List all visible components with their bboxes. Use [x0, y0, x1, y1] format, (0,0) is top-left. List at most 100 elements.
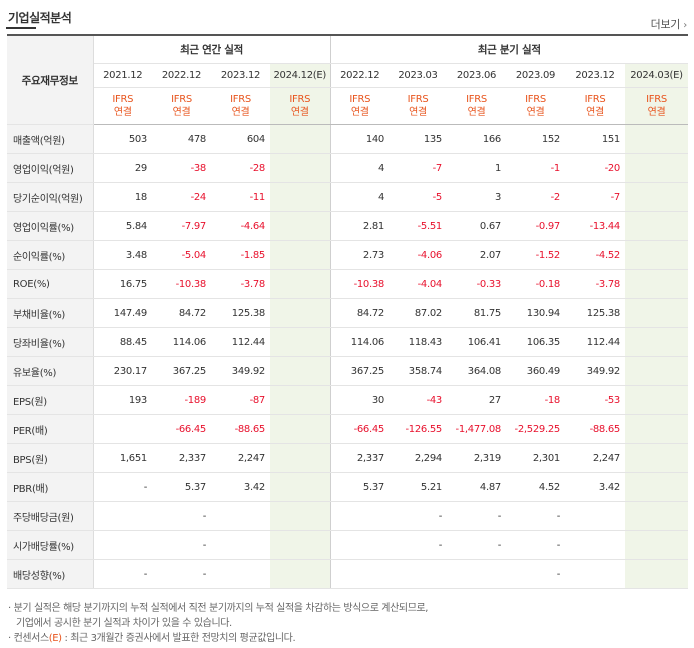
table-cell: -7.97	[152, 211, 211, 241]
standard-consolidated: 연결	[586, 107, 604, 118]
table-cell: -87	[211, 385, 270, 415]
standard-ifrs: IFRS	[584, 94, 606, 105]
table-cell	[565, 530, 625, 560]
table-row: 당좌비율(%) 88.45 114.06 112.44 114.06 118.43 106.…	[7, 327, 688, 357]
table-cell: -3.78	[565, 269, 625, 299]
period-header: 2022.12	[330, 63, 389, 88]
table-cell: -0.18	[506, 269, 565, 299]
annual-group-header: 최근 연간 실적	[93, 34, 331, 64]
table-cell	[447, 559, 506, 589]
table-cell	[211, 501, 270, 531]
table-cell: -	[93, 472, 152, 502]
table-cell: -28	[211, 153, 270, 183]
standard-ifrs: IFRS	[112, 94, 134, 105]
standard-consolidated: 연결	[467, 107, 486, 118]
table-cell	[270, 182, 331, 212]
table-row: 유보율(%) 230.17 367.25 349.92 367.25 358.74 364.…	[7, 356, 688, 386]
table-cell	[330, 530, 389, 560]
table-cell	[625, 182, 688, 212]
table-cell: -10.38	[152, 269, 211, 299]
row-label: 배당성향(%)	[7, 559, 94, 589]
table-cell: -	[506, 530, 565, 560]
table-cell	[270, 153, 331, 183]
table-cell	[93, 414, 152, 444]
table-cell	[389, 559, 447, 589]
period-header: 2023.06	[447, 63, 506, 88]
table-cell: -	[152, 559, 211, 589]
table-cell: 503	[93, 124, 152, 154]
table-cell	[270, 269, 331, 299]
table-cell: -	[447, 530, 506, 560]
table-cell: 2.73	[330, 240, 389, 270]
table-cell	[625, 298, 688, 328]
table-row: BPS(원) 1,651 2,337 2,247 2,337 2,294 2,319 2,30…	[7, 443, 688, 473]
table-cell	[270, 443, 331, 473]
table-row: 영업이익(억원) 29 -38 -28 4 -7 1 -1 -20	[7, 153, 688, 183]
more-link[interactable]: 더보기 ›	[650, 16, 688, 32]
table-cell: -10.38	[330, 269, 389, 299]
standard-consolidated: 연결	[290, 107, 309, 118]
period-header: 2023.03	[389, 63, 447, 88]
table-row: 순이익률(%) 3.48 -5.04 -1.85 2.73 -4.06 2.07 -1.52-…	[7, 240, 688, 270]
table-cell: -	[389, 501, 447, 531]
table-cell: 2,337	[152, 443, 211, 473]
table-cell: 106.35	[506, 327, 565, 357]
row-label: 영업이익률(%)	[7, 211, 94, 241]
row-label: 당좌비율(%)	[7, 327, 94, 357]
table-cell: 2,247	[565, 443, 625, 473]
table-cell: -5.04	[152, 240, 211, 270]
accounting-standard: IFRS 연결	[330, 87, 389, 125]
table-cell	[565, 559, 625, 589]
table-cell	[625, 211, 688, 241]
more-label: 더보기	[650, 18, 681, 31]
table-cell: 106.41	[447, 327, 506, 357]
standard-consolidated: 연결	[526, 107, 545, 118]
footnotes: · 분기 실적은 해당 분기까지의 누적 실적에서 직전 분기까지의 누적 실적…	[8, 601, 428, 646]
table-cell: 125.38	[211, 298, 270, 328]
row-label: PBR(배)	[7, 472, 94, 502]
row-label: 부채비율(%)	[7, 298, 94, 328]
table-cell	[270, 472, 331, 502]
table-cell	[270, 124, 331, 154]
table-cell: 5.37	[152, 472, 211, 502]
table-cell: 2,247	[211, 443, 270, 473]
table-cell: 27	[447, 385, 506, 415]
table-cell	[270, 298, 331, 328]
table-row: ROE(%) 16.75 -10.38 -3.78 -10.38 -4.04 -0.33 -0…	[7, 269, 688, 299]
table-cell: -	[93, 559, 152, 589]
table-cell: 230.17	[93, 356, 152, 386]
row-header-label: 주요재무정보	[7, 34, 94, 125]
accounting-standard: IFRS 연결	[152, 87, 211, 125]
period-header: 2023.12	[211, 63, 270, 88]
table-row: 당기순이익(억원) 18 -24 -11 4 -5 3 -2 -7	[7, 182, 688, 212]
table-cell	[625, 443, 688, 473]
table-cell	[625, 414, 688, 444]
row-label: 영업이익(억원)	[7, 153, 94, 183]
table-cell: 81.75	[447, 298, 506, 328]
row-label: 시가배당률(%)	[7, 530, 94, 560]
table-cell	[93, 530, 152, 560]
table-cell	[211, 530, 270, 560]
table-cell: 360.49	[506, 356, 565, 386]
table-cell: 151	[565, 124, 625, 154]
table-cell	[625, 327, 688, 357]
table-cell	[625, 472, 688, 502]
table-cell: 4	[330, 153, 389, 183]
table-cell: -88.65	[565, 414, 625, 444]
table-cell: 4.87	[447, 472, 506, 502]
row-label: EPS(원)	[7, 385, 94, 415]
table-cell	[330, 501, 389, 531]
table-cell	[565, 501, 625, 531]
table-cell: 84.72	[152, 298, 211, 328]
standard-consolidated: 연결	[172, 107, 191, 118]
row-label: PER(배)	[7, 414, 94, 444]
period-header: 2023.12	[565, 63, 625, 88]
standard-consolidated: 연결	[409, 107, 427, 118]
table-cell	[625, 385, 688, 415]
table-cell	[625, 153, 688, 183]
table-cell: -	[506, 559, 565, 589]
table-cell: 118.43	[389, 327, 447, 357]
table-cell: -4.64	[211, 211, 270, 241]
table-cell: 367.25	[152, 356, 211, 386]
table-cell: 367.25	[330, 356, 389, 386]
